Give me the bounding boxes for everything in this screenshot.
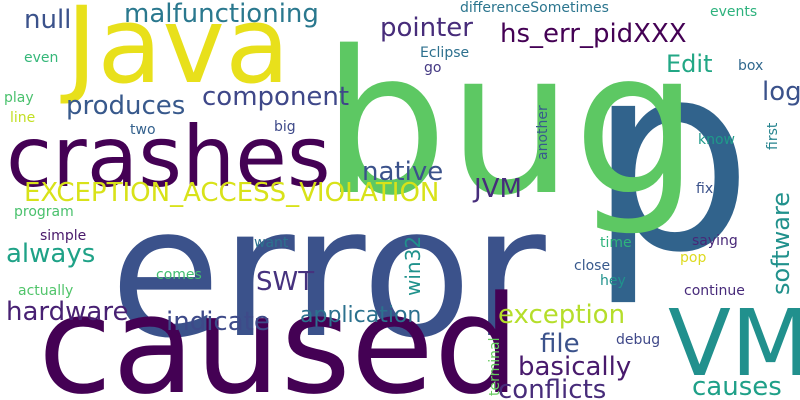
word-exception: exception: [498, 300, 625, 330]
word-application: application: [300, 303, 421, 328]
word-want: want: [254, 235, 289, 251]
word-differencesometimes: differenceSometimes: [460, 0, 609, 16]
word-hardware: hardware: [6, 297, 128, 327]
word-jvm: JVM: [472, 174, 522, 204]
word-actually: actually: [18, 283, 73, 299]
word-terminal: terminal: [487, 338, 503, 396]
word-comes: comes: [156, 267, 202, 283]
word-another: another: [535, 105, 551, 160]
word-continue: continue: [684, 283, 745, 299]
word-native: native: [362, 157, 443, 187]
word-even: even: [24, 50, 58, 66]
word-know: know: [698, 132, 735, 148]
word-first: first: [765, 122, 781, 150]
word-win32: win32: [401, 236, 425, 296]
word-software: software: [767, 192, 795, 295]
word-component: component: [202, 82, 349, 112]
word-events: events: [710, 4, 757, 20]
word-hey: hey: [600, 273, 626, 289]
word-malfunctioning: malfunctioning: [124, 0, 319, 29]
word-fix: fix: [696, 181, 713, 197]
word-big: big: [274, 119, 296, 135]
word-causes: causes: [692, 372, 782, 400]
word-two: two: [130, 122, 156, 138]
word-conflicts: conflicts: [498, 375, 606, 400]
word-saying: saying: [692, 233, 738, 249]
word-time: time: [600, 235, 632, 251]
word-program: program: [14, 204, 74, 220]
word-produces: produces: [66, 91, 185, 121]
word-log: log: [762, 77, 800, 107]
word-eclipse: Eclipse: [420, 45, 469, 61]
word-hs-err-pidxxx: hs_err_pidXXX: [500, 19, 687, 49]
word-line: line: [10, 110, 35, 126]
word-go: go: [424, 60, 441, 76]
word-box: box: [738, 58, 763, 74]
word-debug: debug: [616, 332, 660, 348]
word-swt: SWT: [256, 267, 314, 297]
word-indicate: indicate: [166, 307, 270, 337]
word-edit: Edit: [666, 50, 712, 78]
word-play: play: [4, 90, 34, 106]
word-pointer: pointer: [380, 13, 473, 43]
word-simple: simple: [40, 228, 86, 244]
word-null: null: [24, 5, 71, 35]
word-close: close: [574, 258, 610, 274]
word-pop: pop: [680, 250, 706, 266]
